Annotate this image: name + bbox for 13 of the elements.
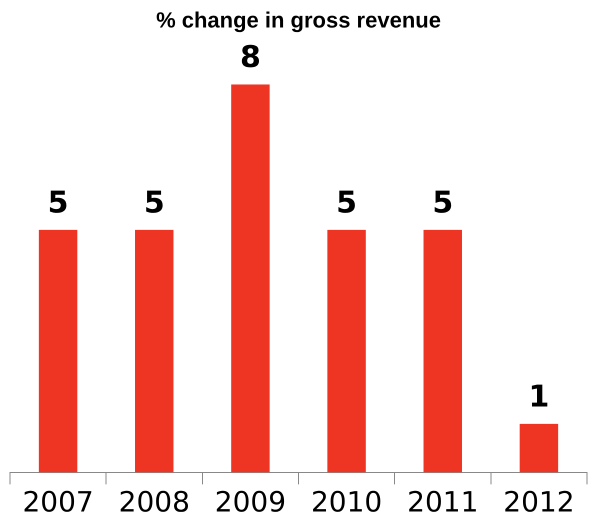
chart-title: % change in gross revenue	[156, 7, 441, 32]
data-label: 1	[528, 380, 550, 415]
x-tick-label: 2007	[22, 485, 94, 518]
x-tick-label: 2008	[118, 485, 190, 518]
x-tick-label: 2011	[407, 485, 478, 518]
data-label: 5	[48, 186, 69, 221]
x-tick-label: 2010	[310, 485, 382, 518]
data-label: 5	[144, 186, 165, 221]
x-tick-label: 2009	[214, 485, 286, 518]
x-tick-label: 2012	[503, 485, 575, 518]
data-label: 5	[336, 186, 358, 221]
data-label: 5	[432, 186, 454, 221]
data-label: 8	[240, 40, 261, 76]
